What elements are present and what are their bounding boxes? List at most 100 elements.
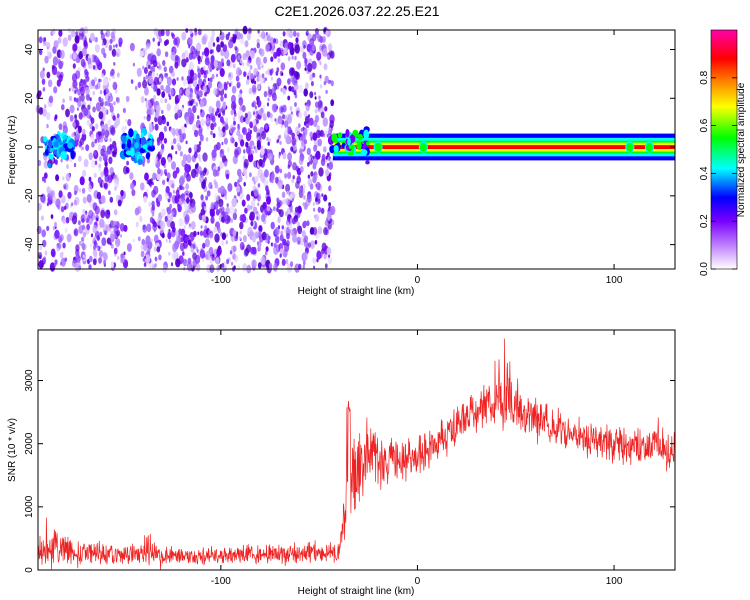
spectrogram-speck <box>215 209 220 216</box>
spectrogram-speck <box>293 82 299 91</box>
spectrogram-speck <box>225 173 230 180</box>
spectrogram-speck <box>279 209 284 218</box>
spectrogram-speck <box>250 250 253 254</box>
spectrogram-speck <box>83 107 89 117</box>
spectrogram-speck <box>83 39 88 47</box>
spectrogram-speck <box>134 85 138 91</box>
spectrogram-speck <box>197 231 200 236</box>
spectrogram-speck <box>190 237 194 243</box>
spectrogram-speck <box>193 151 198 159</box>
spectrogram-speck <box>249 172 252 178</box>
spectrogram-speck <box>260 213 266 223</box>
spectrogram-speck <box>211 149 217 159</box>
spectrogram-speck <box>164 191 170 200</box>
spectrogram-speck <box>190 221 196 230</box>
spectrogram-speck <box>183 240 188 249</box>
spectrogram-speck <box>204 225 208 231</box>
spectrogram-speck <box>328 185 332 192</box>
spectrogram-speck <box>257 99 262 108</box>
spectrogram-speck <box>156 217 162 226</box>
spectrogram-speck <box>110 126 116 136</box>
spectrogram-speck <box>74 263 80 272</box>
spectrogram-speck <box>304 240 309 248</box>
spectrogram-speck <box>301 230 306 238</box>
spectrogram-bulge <box>418 141 428 153</box>
spectrogram-speck <box>166 103 171 112</box>
spectrogram-speck <box>273 263 278 272</box>
spectrogram-speck <box>178 228 182 235</box>
spectrogram-speck <box>268 88 273 96</box>
spectrogram-speck <box>286 232 290 240</box>
spectrogram-speck <box>195 119 201 129</box>
spectrogram-cluster <box>126 138 132 149</box>
spectrogram-speck <box>64 228 68 233</box>
spectrogram-speck <box>161 208 166 217</box>
spectrogram-speck <box>172 138 177 145</box>
spectrogram-speck <box>322 36 326 43</box>
spectrogram-xlabel: Height of straight line (km) <box>298 286 415 297</box>
spectrogram-speck <box>154 256 158 262</box>
spectrogram-speck <box>130 182 135 190</box>
spectrogram-speck <box>54 221 57 227</box>
spectrogram-speck <box>144 98 147 102</box>
spectrogram-speck <box>85 86 90 95</box>
spectrogram-speck <box>270 173 275 181</box>
spectrogram-speck <box>153 221 157 228</box>
spectrogram-speck <box>183 211 187 217</box>
spectrogram-speck <box>324 130 328 136</box>
spectrogram-speck <box>238 236 241 241</box>
spectrogram-speck <box>227 183 233 192</box>
spectrogram-speck <box>201 180 206 190</box>
spectrogram-speck <box>198 78 203 86</box>
spectrogram-speck <box>181 106 184 112</box>
spectrogram-speck <box>200 208 206 217</box>
spectrogram-speck <box>172 243 178 253</box>
spectrogram-speck <box>327 256 333 265</box>
spectrogram-speck <box>222 44 228 52</box>
spectrogram-speck <box>281 225 284 230</box>
spectrogram-speck <box>100 245 103 249</box>
spectrogram-speck <box>303 44 306 49</box>
spectrogram-speck <box>284 120 289 128</box>
spectrogram-speck <box>318 95 321 100</box>
spectrogram-speck <box>221 232 227 240</box>
spectrogram-speck <box>242 263 248 272</box>
spectrogram-speck <box>120 189 124 197</box>
spectrogram-speck <box>256 76 260 83</box>
spectrogram-speck <box>268 262 273 269</box>
spectrogram-speck <box>242 127 247 136</box>
spectrogram-speck <box>64 182 69 191</box>
spectrogram-speck <box>280 62 286 71</box>
spectrogram-speck <box>165 185 170 194</box>
spectrogram-speck <box>254 148 258 154</box>
spectrogram-speck <box>92 91 95 96</box>
spectrogram-speck <box>116 72 120 78</box>
spectrogram-speck <box>126 160 129 166</box>
spectrogram-speck <box>94 64 98 71</box>
spectrogram-speck <box>95 57 100 66</box>
spectrogram-speck <box>111 150 116 157</box>
spectrogram-speck <box>103 166 109 175</box>
spectrogram-speck <box>46 123 49 129</box>
spectrogram-speck <box>184 164 187 168</box>
spectrogram-speck <box>117 256 120 260</box>
spectrogram-speck <box>314 96 317 100</box>
spectrogram-speck <box>239 115 245 123</box>
spectrogram-speck <box>203 72 207 79</box>
spectrogram-speck <box>230 218 234 223</box>
spectrogram-speck <box>99 135 104 143</box>
spectrogram-speck <box>43 37 47 42</box>
spectrogram-speck <box>174 61 179 69</box>
spectrogram-speck <box>324 219 329 227</box>
spectrogram-speck <box>232 212 238 221</box>
spectrogram-speck <box>144 172 149 181</box>
spectrogram-speck <box>142 65 145 70</box>
spectrogram-speck <box>196 93 200 99</box>
spectrogram-speck <box>59 234 64 242</box>
spectrogram-speck <box>260 256 266 265</box>
spectrogram-speck <box>165 29 170 37</box>
spectrogram-speck <box>97 176 102 184</box>
spectrogram-speck <box>279 253 282 258</box>
spectrogram-speck <box>57 204 60 210</box>
spectrogram-speck <box>283 226 287 232</box>
